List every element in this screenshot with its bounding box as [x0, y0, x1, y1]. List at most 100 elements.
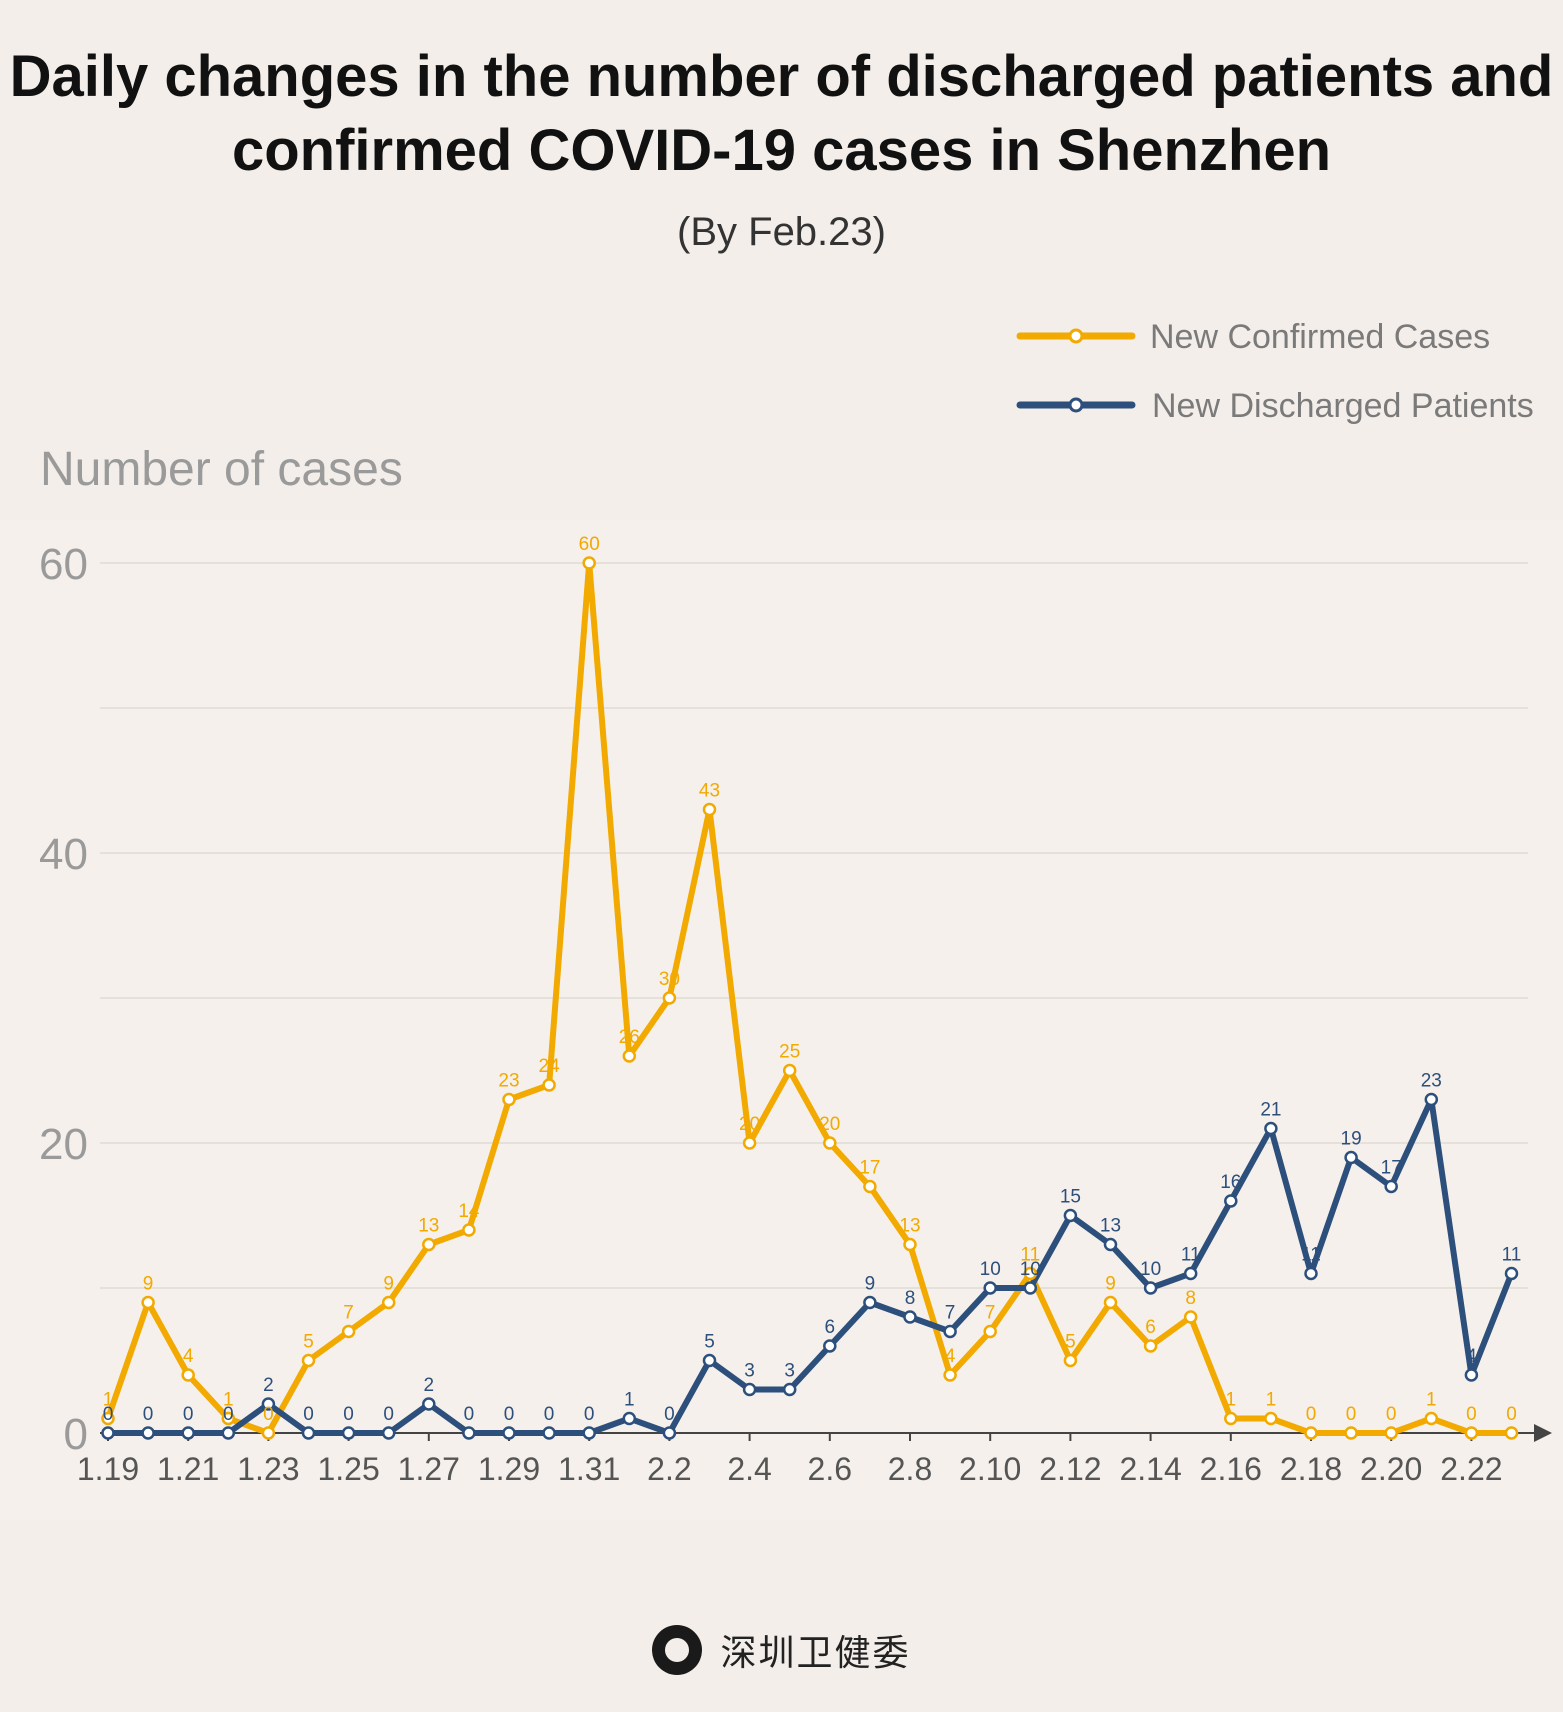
- data-point-s0-34: [1464, 1426, 1479, 1440]
- legend-label-1: New Discharged Patients: [1152, 387, 1534, 425]
- x-tick-label-2.2: 2.2: [647, 1451, 691, 1487]
- chart-title-line-1: Daily changes in the number of discharge…: [9, 44, 1554, 109]
- data-point-s1-31: [1344, 1150, 1358, 1165]
- data-label-s0-4: 0: [263, 1404, 274, 1425]
- y-axis-label: Number of cases: [40, 443, 403, 496]
- data-point-s0-9: [462, 1223, 476, 1237]
- data-point-s1-20: [903, 1310, 917, 1324]
- x-tick-label-2.20: 2.20: [1360, 1451, 1422, 1487]
- data-label-s1-23: 10: [1020, 1259, 1041, 1280]
- data-label-s1-11: 0: [544, 1404, 555, 1425]
- data-point-s0-27: [1183, 1310, 1198, 1324]
- data-label-s1-21: 7: [945, 1303, 956, 1324]
- data-label-s0-28: 1: [1226, 1390, 1237, 1411]
- data-label-s0-22: 7: [985, 1303, 996, 1324]
- data-label-s0-8: 13: [418, 1216, 439, 1237]
- data-point-s0-30: [1304, 1426, 1318, 1440]
- data-label-s0-25: 9: [1105, 1274, 1116, 1295]
- data-point-s1-26: [1143, 1281, 1158, 1295]
- data-label-s0-33: 1: [1426, 1390, 1437, 1411]
- data-point-s0-0: [101, 1411, 115, 1426]
- data-point-s0-10: [502, 1092, 516, 1107]
- data-point-s0-22: [983, 1324, 997, 1339]
- data-point-s1-11: [542, 1426, 556, 1440]
- data-label-s1-17: 3: [784, 1361, 795, 1382]
- x-tick-label-2.22: 2.22: [1440, 1451, 1502, 1487]
- x-tick-label-1.27: 1.27: [398, 1451, 460, 1487]
- data-point-s1-22: [983, 1281, 997, 1295]
- data-point-s0-15: [702, 802, 717, 817]
- data-label-s0-0: 1: [103, 1390, 114, 1411]
- series-line-0: [105, 560, 1515, 1436]
- data-label-s1-7: 0: [383, 1404, 394, 1425]
- data-label-s0-7: 9: [383, 1274, 394, 1295]
- data-label-s0-30: 0: [1306, 1404, 1317, 1425]
- data-point-s1-17: [782, 1382, 797, 1397]
- data-point-s0-33: [1424, 1411, 1439, 1426]
- data-point-s1-21: [943, 1324, 957, 1339]
- data-point-s0-26: [1143, 1339, 1158, 1353]
- data-label-s1-22: 10: [980, 1259, 1001, 1280]
- data-point-s1-14: [662, 1426, 677, 1440]
- data-label-s1-2: 0: [183, 1404, 194, 1425]
- x-tick-label-1.25: 1.25: [317, 1451, 379, 1487]
- data-label-s0-21: 4: [945, 1346, 956, 1367]
- data-point-s1-18: [823, 1339, 837, 1353]
- data-point-s0-2: [181, 1368, 195, 1382]
- data-label-s0-2: 4: [183, 1346, 194, 1367]
- data-label-s0-13: 26: [619, 1027, 640, 1048]
- x-tick-label-2.4: 2.4: [727, 1451, 771, 1487]
- data-label-s0-17: 25: [779, 1042, 800, 1063]
- data-point-s1-27: [1183, 1266, 1198, 1281]
- data-label-s1-18: 6: [825, 1317, 836, 1338]
- data-point-s1-24: [1063, 1208, 1078, 1223]
- x-tick-label-2.8: 2.8: [888, 1451, 932, 1487]
- data-point-s0-19: [863, 1179, 877, 1194]
- chart-title: Daily changes in the number of discharge…: [0, 40, 1563, 188]
- data-label-s0-10: 23: [498, 1071, 519, 1092]
- data-label-s1-33: 23: [1421, 1071, 1442, 1092]
- data-label-s1-6: 0: [343, 1404, 354, 1425]
- x-tick-label-2.12: 2.12: [1039, 1451, 1101, 1487]
- data-point-s0-25: [1103, 1295, 1118, 1310]
- data-label-s1-29: 21: [1260, 1100, 1281, 1121]
- series-line-1: [105, 1096, 1515, 1436]
- data-point-s1-7: [381, 1426, 396, 1440]
- data-label-s0-16: 20: [739, 1114, 760, 1135]
- data-label-s1-25: 13: [1100, 1216, 1121, 1237]
- data-point-s0-7: [381, 1295, 396, 1310]
- data-label-s0-29: 1: [1266, 1390, 1277, 1411]
- data-point-s1-5: [301, 1426, 316, 1440]
- data-point-s0-11: [542, 1078, 556, 1092]
- data-label-s0-19: 17: [859, 1158, 880, 1179]
- data-point-s1-15: [702, 1353, 717, 1368]
- line-chart: New Confirmed Cases New Discharged Patien…: [39, 318, 1552, 1487]
- x-tick-label-1.29: 1.29: [478, 1451, 540, 1487]
- data-point-s1-9: [462, 1426, 476, 1440]
- data-label-s1-1: 0: [143, 1404, 154, 1425]
- health-commission-logo-icon: [652, 1625, 703, 1675]
- data-point-s0-14: [662, 991, 677, 1005]
- data-point-s1-3: [221, 1426, 236, 1440]
- data-point-s0-29: [1264, 1411, 1278, 1426]
- x-tick-label-1.21: 1.21: [157, 1451, 219, 1487]
- data-point-s0-23: [1023, 1266, 1038, 1281]
- y-tick-label-60: 60: [39, 540, 88, 589]
- data-point-s0-24: [1063, 1353, 1078, 1368]
- data-point-s1-34: [1464, 1368, 1479, 1382]
- data-point-s0-21: [943, 1368, 957, 1382]
- data-point-s0-4: [261, 1426, 276, 1440]
- data-point-s0-32: [1384, 1426, 1398, 1440]
- data-label-s1-10: 0: [504, 1404, 515, 1425]
- data-point-s1-30: [1304, 1266, 1318, 1281]
- x-tick-label-1.19: 1.19: [77, 1451, 139, 1487]
- data-label-s1-35: 11: [1502, 1245, 1522, 1266]
- data-label-s0-1: 9: [143, 1274, 154, 1295]
- data-label-s1-32: 17: [1381, 1158, 1402, 1179]
- data-label-s1-3: 0: [223, 1404, 234, 1425]
- data-label-s1-15: 5: [704, 1332, 715, 1353]
- data-point-s1-8: [422, 1397, 436, 1411]
- data-point-s1-12: [582, 1426, 596, 1440]
- data-label-s0-3: 1: [223, 1390, 234, 1411]
- data-label-s1-28: 16: [1220, 1172, 1241, 1193]
